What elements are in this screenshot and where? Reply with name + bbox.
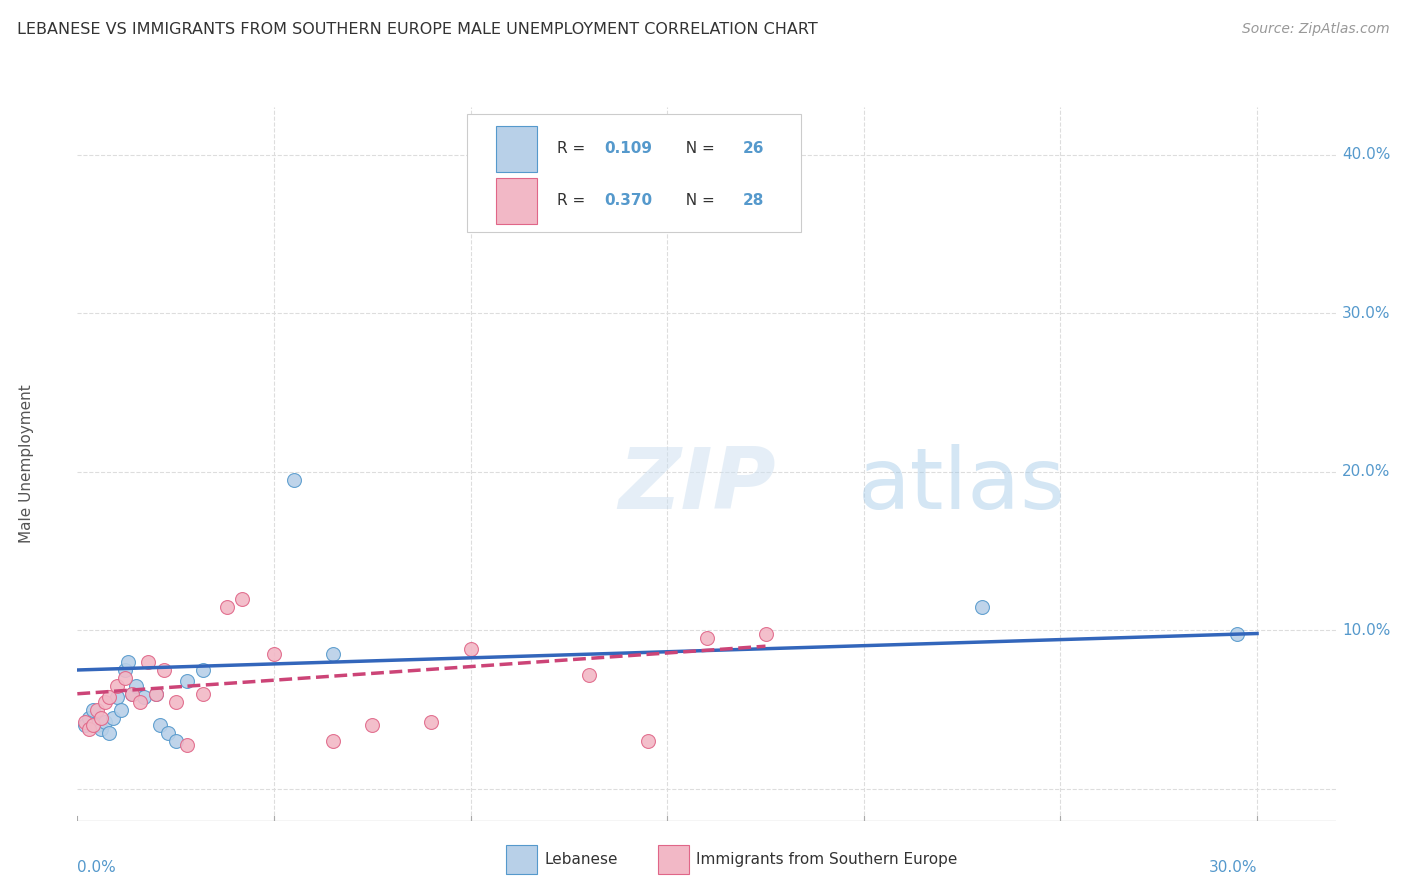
Point [420,715,443,730]
Point [94,715,117,730]
Point [94,695,117,709]
Point [231,591,253,606]
Point [125,679,148,693]
Point [361,718,384,732]
Point [149,718,172,732]
Point [191,663,215,677]
Point [105,679,128,693]
Point [82,703,104,717]
Point [156,726,179,740]
Text: Lebanese: Lebanese [544,853,617,867]
Point [90,722,112,736]
Text: N =: N = [676,194,720,208]
Point [129,695,152,709]
Point [75,715,97,730]
Point [460,642,482,657]
Text: 30.0%: 30.0% [1209,860,1257,875]
Point [176,674,198,689]
Text: 28: 28 [742,194,765,208]
Text: 0.109: 0.109 [605,141,652,156]
Point [114,671,136,685]
Text: R =: R = [557,141,591,156]
Point [75,718,97,732]
Point [86,718,108,732]
Point [970,599,993,614]
Point [77,710,100,724]
Point [263,647,285,661]
Text: LEBANESE VS IMMIGRANTS FROM SOUTHERN EUROPE MALE UNEMPLOYMENT CORRELATION CHART: LEBANESE VS IMMIGRANTS FROM SOUTHERN EUR… [17,22,818,37]
Point [215,599,238,614]
Point [134,690,156,704]
Point [165,695,187,709]
Point [82,718,104,732]
Point [696,632,718,646]
Point [97,690,120,704]
Point [136,655,159,669]
Point [637,734,659,748]
FancyBboxPatch shape [496,126,537,172]
Point [117,655,139,669]
Text: 10.0%: 10.0% [1341,623,1391,638]
Text: Immigrants from Southern Europe: Immigrants from Southern Europe [696,853,957,867]
Point [191,687,215,701]
Text: 40.0%: 40.0% [1341,147,1391,162]
Point [153,663,176,677]
Point [77,722,100,736]
Point [165,734,187,748]
Point [145,687,167,701]
Point [176,738,198,752]
Text: N =: N = [676,141,720,156]
Text: 26: 26 [742,141,765,156]
FancyBboxPatch shape [496,178,537,224]
Text: 30.0%: 30.0% [1341,306,1391,321]
Point [283,473,305,487]
Text: ZIP: ZIP [619,443,776,527]
Text: 0.370: 0.370 [605,194,652,208]
Text: 0.0%: 0.0% [77,860,117,875]
Point [114,663,136,677]
Point [322,647,344,661]
Point [696,208,718,222]
Point [754,626,776,640]
Point [97,726,120,740]
FancyBboxPatch shape [467,114,801,232]
Point [121,687,143,701]
Point [105,690,128,704]
Point [110,703,132,717]
Point [1226,626,1249,640]
Point [86,703,108,717]
Point [121,687,143,701]
Text: atlas: atlas [858,443,1066,527]
Text: 20.0%: 20.0% [1341,464,1391,479]
Point [145,687,167,701]
Text: R =: R = [557,194,591,208]
Text: Source: ZipAtlas.com: Source: ZipAtlas.com [1241,22,1389,37]
Point [101,710,124,724]
Text: Male Unemployment: Male Unemployment [20,384,35,543]
Point [90,710,112,724]
Point [322,734,344,748]
Point [578,667,600,681]
